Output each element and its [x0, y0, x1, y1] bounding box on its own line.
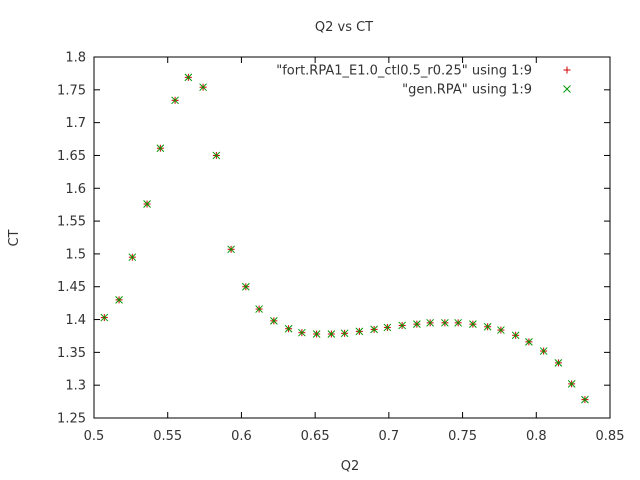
chart-title: Q2 vs CT — [315, 20, 373, 35]
legend-label: "gen.RPA" using 1:9 — [402, 83, 532, 98]
data-point — [212, 151, 221, 160]
data-point — [128, 253, 137, 262]
y-tick-label: 1.25 — [57, 412, 86, 427]
data-point — [454, 318, 463, 327]
y-tick-label: 1.45 — [57, 280, 86, 295]
data-point — [413, 320, 421, 328]
y-tick-label: 1.35 — [57, 346, 86, 361]
data-point — [483, 322, 492, 331]
series-1 — [100, 73, 589, 404]
series-2 — [100, 73, 589, 404]
data-point — [327, 330, 336, 338]
data-point — [184, 73, 193, 82]
data-point — [370, 325, 378, 334]
data-point — [100, 313, 109, 322]
y-tick-label: 1.5 — [65, 247, 86, 262]
data-point — [270, 317, 278, 325]
x-tick-label: 0.65 — [301, 429, 330, 444]
y-tick-label: 1.55 — [57, 215, 86, 230]
legend-marker — [563, 85, 571, 93]
data-point — [441, 318, 449, 327]
data-point — [298, 328, 306, 337]
x-axis-ticks: 0.5 0.55 0.6 0.65 0.7 0.75 0.8 0.85 — [84, 57, 625, 444]
x-tick-label: 0.85 — [596, 429, 625, 444]
x-tick-label: 0.8 — [526, 429, 547, 444]
data-point — [539, 347, 548, 355]
data-points — [100, 73, 589, 404]
data-point — [115, 296, 123, 304]
plot-axes — [93, 56, 611, 419]
data-point — [156, 144, 165, 153]
data-point — [255, 305, 263, 313]
data-point — [469, 320, 477, 328]
data-point — [284, 324, 293, 333]
data-point — [525, 338, 533, 346]
x-tick-label: 0.55 — [153, 429, 182, 444]
data-point — [426, 318, 434, 327]
data-point — [581, 395, 589, 404]
data-point — [143, 200, 151, 208]
x-tick-label: 0.75 — [448, 429, 477, 444]
data-point — [171, 96, 179, 105]
x-tick-label: 0.5 — [84, 429, 105, 444]
y-axis-ticks: 1.25 1.3 1.35 1.4 1.45 1.5 1.55 1.6 1.65 1.7 1.75 1… — [57, 51, 610, 427]
data-point — [398, 321, 406, 330]
data-point — [567, 380, 576, 388]
y-tick-label: 1.65 — [57, 149, 86, 164]
y-tick-label: 1.3 — [65, 379, 86, 394]
data-point — [340, 329, 349, 338]
data-point — [312, 330, 321, 338]
y-tick-label: 1.7 — [65, 116, 86, 131]
data-point — [497, 326, 505, 334]
plot-frame — [93, 56, 611, 419]
y-axis-label: CT — [7, 229, 22, 246]
data-point — [355, 327, 364, 336]
y-tick-label: 1.8 — [65, 51, 86, 66]
y-tick-label: 1.6 — [65, 182, 86, 197]
legend-marker — [563, 66, 571, 74]
y-tick-label: 1.4 — [65, 313, 86, 328]
data-point — [199, 83, 207, 92]
data-point — [554, 359, 563, 367]
data-point — [227, 245, 235, 254]
x-tick-label: 0.6 — [231, 429, 252, 444]
data-point — [511, 331, 520, 340]
data-point — [241, 282, 250, 291]
y-tick-label: 1.75 — [57, 83, 86, 98]
data-point — [383, 323, 392, 332]
legend-label: "fort.RPA1_E1.0_ctl0.5_r0.25" using 1:9 — [276, 64, 532, 79]
x-axis-label: Q2 — [341, 459, 360, 474]
x-tick-label: 0.7 — [379, 429, 400, 444]
legend: "fort.RPA1_E1.0_ctl0.5_r0.25" using 1:9 "… — [276, 64, 571, 98]
